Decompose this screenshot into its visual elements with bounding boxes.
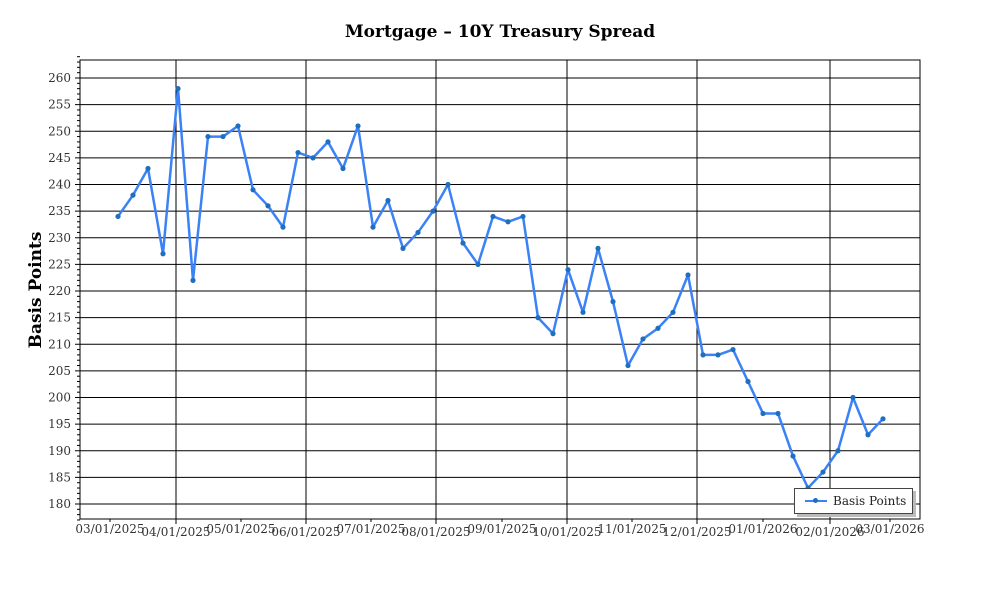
data-point: [865, 432, 871, 438]
y-tick-label: 240: [48, 178, 71, 192]
data-point: [115, 213, 121, 220]
data-point: [385, 197, 391, 204]
data-point: [325, 139, 331, 145]
x-tick-label: 08/01/2025: [401, 525, 470, 539]
y-tick-label: 250: [48, 124, 71, 138]
data-point: [490, 213, 496, 220]
chart-legend: Basis Points: [794, 488, 913, 514]
y-tick-label: 230: [48, 231, 71, 245]
x-tick-label: 11/01/2025: [597, 522, 666, 536]
x-tick-label: 03/01/2026: [855, 522, 924, 536]
data-point: [475, 261, 481, 267]
data-point: [520, 213, 526, 220]
data-point: [235, 123, 241, 129]
x-tick-label: 12/01/2025: [662, 525, 731, 539]
series-line: [116, 87, 884, 490]
data-point: [775, 410, 781, 417]
data-point: [640, 336, 646, 342]
x-tick-label: 03/01/2025: [75, 522, 144, 536]
data-point: [535, 315, 541, 321]
data-point: [625, 362, 631, 369]
data-point: [430, 208, 436, 214]
x-tick-label: 02/01/2026: [795, 525, 864, 539]
data-point: [730, 346, 736, 353]
y-tick-label: 245: [48, 151, 71, 165]
x-tick-label: 05/01/2025: [206, 522, 275, 536]
data-point: [715, 352, 721, 358]
y-tick-label: 200: [48, 391, 71, 405]
data-point: [610, 299, 616, 305]
x-tick-label: 04/01/2025: [141, 525, 210, 539]
y-tick-label: 195: [48, 417, 71, 431]
data-point: [850, 394, 856, 401]
data-point: [400, 245, 406, 251]
y-tick-label: 190: [48, 444, 71, 458]
data-point: [160, 251, 166, 257]
data-point: [550, 331, 556, 337]
data-point: [130, 192, 136, 198]
x-tick-label: 06/01/2025: [271, 525, 340, 539]
y-tick-label: 210: [48, 337, 71, 351]
data-point: [880, 416, 886, 422]
y-tick-label: 185: [48, 470, 71, 484]
data-point: [415, 229, 421, 236]
data-point: [250, 187, 256, 193]
data-point: [685, 272, 691, 278]
y-tick-label: 220: [48, 284, 71, 298]
data-point: [595, 245, 601, 251]
x-tick-label: 10/01/2025: [532, 525, 601, 539]
data-point: [205, 133, 211, 140]
data-point: [505, 219, 511, 225]
data-point: [460, 240, 466, 246]
data-point: [565, 267, 571, 273]
data-point: [835, 448, 841, 454]
data-point: [790, 453, 796, 459]
x-tick-label: 01/01/2026: [728, 522, 797, 536]
x-tick-label: 09/01/2025: [467, 522, 536, 536]
data-point: [190, 277, 196, 283]
plot-area: [79, 59, 921, 520]
data-point: [340, 165, 346, 172]
data-point: [655, 325, 661, 331]
data-point: [145, 165, 151, 172]
y-tick-label: 235: [48, 204, 71, 218]
y-tick-label: 260: [48, 71, 71, 85]
data-point: [175, 86, 181, 92]
data-point: [295, 149, 301, 156]
data-point: [745, 378, 751, 385]
legend-label: Basis Points: [833, 494, 907, 508]
y-tick-label: 255: [48, 98, 71, 112]
data-point: [310, 155, 316, 161]
data-point: [220, 133, 226, 140]
data-point: [760, 410, 766, 417]
chart-title: Mortgage – 10Y Treasury Spread: [344, 22, 656, 42]
x-tick-label: 07/01/2025: [336, 522, 405, 536]
data-point: [265, 203, 271, 209]
data-point: [670, 309, 676, 315]
y-tick-label: 180: [48, 497, 71, 511]
y-tick-label: 215: [48, 311, 71, 325]
data-point: [370, 224, 376, 230]
data-point: [355, 123, 361, 129]
legend-line-marker-icon: [805, 498, 827, 503]
data-point: [820, 469, 826, 475]
data-point: [580, 309, 586, 315]
y-tick-label: 205: [48, 364, 71, 378]
data-point: [280, 224, 286, 230]
data-point: [445, 181, 451, 188]
data-point: [700, 352, 706, 358]
y-tick-label: 225: [48, 257, 71, 271]
